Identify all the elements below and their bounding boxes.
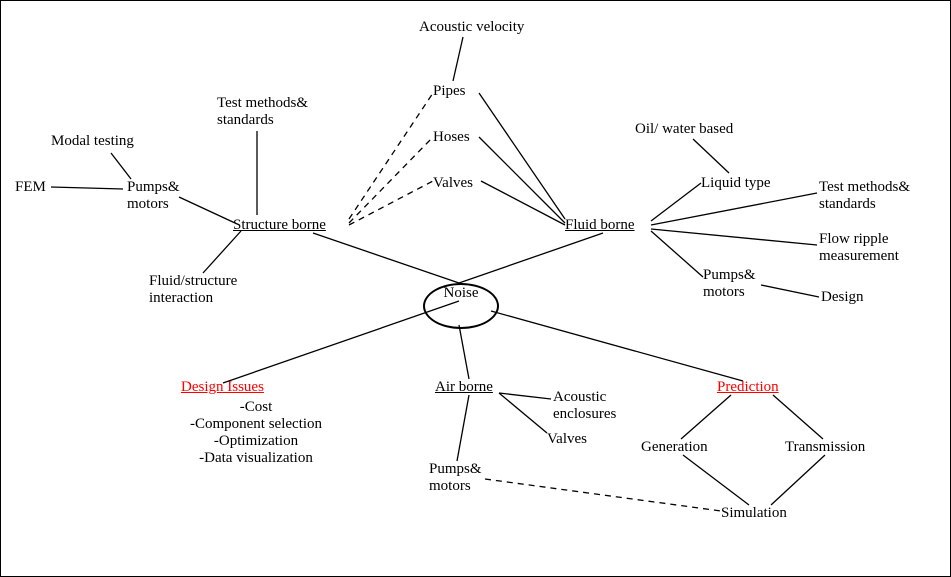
node-pipes: Pipes — [433, 83, 466, 100]
edge-0 — [313, 233, 459, 283]
node-prediction: Prediction — [717, 379, 779, 396]
edge-28 — [683, 455, 749, 505]
edge-17 — [651, 183, 701, 221]
edge-12 — [349, 181, 433, 225]
node-design-issues-title: Design Issues — [181, 379, 264, 396]
edge-21 — [761, 285, 819, 297]
center-noise: Noise — [423, 283, 499, 329]
node-pumps_motors3: Pumps& motors — [429, 461, 482, 495]
node-pumps_motors1: Pumps& motors — [127, 179, 180, 213]
node-liquid_type: Liquid type — [701, 175, 771, 192]
edge-29 — [771, 455, 825, 505]
edge-3 — [459, 325, 469, 379]
center-noise-label: Noise — [444, 285, 479, 301]
node-fem: FEM — [15, 179, 46, 196]
node-flow_ripple: Flow ripple measurement — [819, 231, 899, 265]
edge-6 — [179, 197, 235, 223]
edge-11 — [349, 137, 433, 223]
node-simulation: Simulation — [721, 505, 787, 522]
node-valves2: Valves — [547, 431, 587, 448]
node-acoustic_encl: Acoustic enclosures — [553, 389, 616, 423]
edge-9 — [51, 187, 123, 189]
node-generation: Generation — [641, 439, 708, 456]
node-pumps_motors2: Pumps& motors — [703, 267, 756, 301]
edge-30 — [485, 479, 721, 511]
node-valves1: Valves — [433, 175, 473, 192]
diagram-stage: Noise Structure borne Fluid borne Air borne… — [0, 0, 951, 577]
node-fluid_borne: Fluid borne — [565, 217, 635, 234]
node-air_borne: Air borne — [435, 379, 493, 396]
edge-16 — [453, 37, 463, 81]
edge-10 — [349, 93, 433, 219]
edge-15 — [481, 181, 565, 225]
edge-18 — [651, 193, 817, 225]
node-modal_testing: Modal testing — [51, 133, 134, 150]
edge-13 — [479, 93, 565, 219]
node-test_methods2: Test methods& standards — [819, 179, 910, 213]
node-design-issues-list: -Cost -Component selection -Optimization… — [171, 399, 341, 467]
edge-7 — [203, 231, 241, 273]
edge-19 — [651, 229, 817, 245]
node-structure_borne: Structure borne — [233, 217, 326, 234]
edge-14 — [479, 137, 565, 223]
node-acoustic_velocity: Acoustic velocity — [419, 19, 524, 36]
edge-2 — [223, 301, 459, 383]
edge-20 — [651, 231, 703, 277]
node-fluid_struct: Fluid/structure interaction — [149, 273, 237, 307]
node-test_methods1: Test methods& standards — [217, 95, 308, 129]
node-transmission: Transmission — [785, 439, 865, 456]
edge-26 — [681, 395, 731, 439]
edge-1 — [459, 233, 603, 283]
edge-24 — [499, 393, 547, 433]
node-hoses: Hoses — [433, 129, 470, 146]
edge-8 — [111, 153, 131, 179]
node-design: Design — [821, 289, 864, 306]
edge-22 — [693, 139, 729, 173]
edge-23 — [499, 393, 551, 399]
edge-4 — [491, 311, 743, 381]
node-oil_water: Oil/ water based — [635, 121, 733, 138]
edge-25 — [457, 395, 469, 461]
edge-27 — [773, 395, 823, 439]
